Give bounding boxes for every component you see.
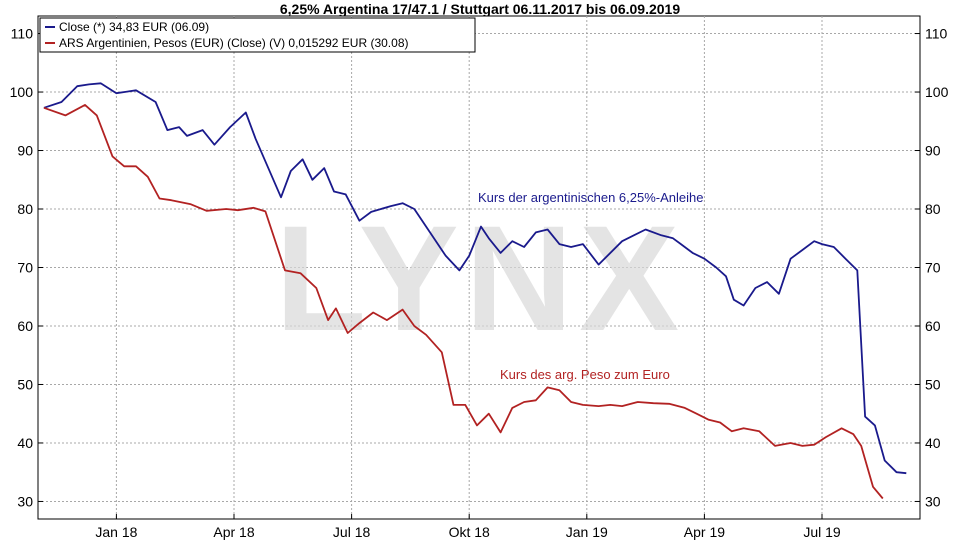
x-tick-label: Apr 19 <box>684 524 725 540</box>
series-line-0 <box>43 82 907 475</box>
peso-series-annotation: Kurs des arg. Peso zum Euro <box>500 367 670 382</box>
y-tick-label-right: 70 <box>925 260 941 276</box>
bond-series-annotation: Kurs der argentinischen 6,25%-Anleihe <box>478 190 703 205</box>
x-tick-label: Jan 19 <box>566 524 608 540</box>
series-layer <box>43 82 907 500</box>
legend-box <box>39 17 476 53</box>
x-tick-label: Jul 18 <box>333 524 371 540</box>
y-tick-label-left: 60 <box>17 318 33 334</box>
y-tick-label-right: 80 <box>925 201 941 217</box>
legend-label-peso: ARS Argentinien, Pesos (EUR) (Close) (V)… <box>59 36 408 50</box>
watermark: LYNX <box>275 194 685 362</box>
legend-label-bond: Close (*) 34,83 EUR (06.09) <box>59 20 209 34</box>
y-tick-label-right: 90 <box>925 143 941 159</box>
y-tick-label-right: 60 <box>925 318 941 334</box>
x-tick-label: Okt 18 <box>449 524 490 540</box>
grid-layer <box>38 16 920 519</box>
y-tick-label-right: 100 <box>925 84 949 100</box>
y-tick-label-right: 50 <box>925 376 941 392</box>
y-tick-label-left: 40 <box>17 435 33 451</box>
x-tick-label: Apr 18 <box>213 524 254 540</box>
y-tick-label-right: 110 <box>925 26 948 42</box>
y-tick-label-right: 40 <box>925 435 941 451</box>
legend: Close (*) 34,83 EUR (06.09) ARS Argentin… <box>39 17 476 53</box>
y-tick-label-left: 30 <box>17 493 33 509</box>
tick-layer: 30 30 40 40 50 50 60 60 70 70 80 80 90 90 100 100 110 110… <box>10 26 949 540</box>
chart-title: 6,25% Argentina 17/47.1 / Stuttgart 06.1… <box>279 1 681 17</box>
series-line-1 <box>43 104 884 500</box>
y-tick-label-left: 80 <box>17 201 33 217</box>
x-tick-label: Jan 18 <box>95 524 137 540</box>
y-tick-label-left: 90 <box>17 143 33 159</box>
y-tick-label-left: 70 <box>17 260 33 276</box>
y-tick-label-right: 30 <box>925 493 941 509</box>
y-tick-label-left: 110 <box>11 26 34 42</box>
y-tick-label-left: 100 <box>10 84 34 100</box>
x-tick-label: Jul 19 <box>803 524 841 540</box>
y-tick-label-left: 50 <box>17 376 33 392</box>
